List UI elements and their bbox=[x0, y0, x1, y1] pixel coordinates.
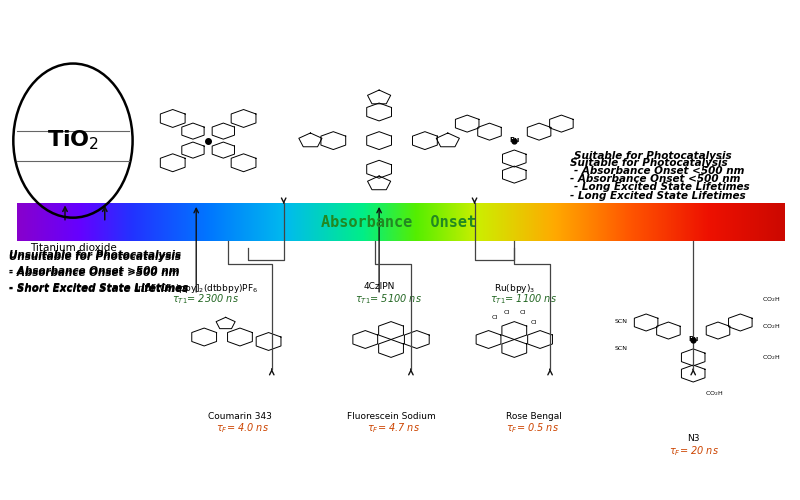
Text: CO$_2$H: CO$_2$H bbox=[706, 388, 724, 398]
Text: CO$_2$H: CO$_2$H bbox=[762, 322, 780, 330]
Text: Cl: Cl bbox=[491, 314, 498, 320]
Text: $\tau_F$= 4.7 ns: $\tau_F$= 4.7 ns bbox=[367, 422, 420, 436]
Text: Ru: Ru bbox=[509, 136, 519, 142]
Text: SCN: SCN bbox=[614, 319, 627, 324]
Text: Unsuitable for Photocatalysis
- Absorbance Onset >500 nm
- Short Excited State L: Unsuitable for Photocatalysis - Absorban… bbox=[10, 250, 189, 293]
Text: $\tau_F$= 0.5 ns: $\tau_F$= 0.5 ns bbox=[506, 422, 559, 436]
Text: $\tau_{T1}$= 1100 ns: $\tau_{T1}$= 1100 ns bbox=[490, 292, 558, 306]
Text: Cl: Cl bbox=[519, 310, 526, 314]
Text: $\tau_{T1}$= 5100 ns: $\tau_{T1}$= 5100 ns bbox=[355, 292, 422, 306]
Text: Cl: Cl bbox=[531, 320, 538, 324]
Text: SCN: SCN bbox=[614, 346, 627, 351]
Text: $\tau_F$= 4.0 ns: $\tau_F$= 4.0 ns bbox=[216, 422, 269, 436]
Text: Ir[dF(CF$_3$)ppy]$_2$(dtbbpy)PF$_6$: Ir[dF(CF$_3$)ppy]$_2$(dtbbpy)PF$_6$ bbox=[134, 282, 258, 296]
Text: CO$_2$H: CO$_2$H bbox=[762, 295, 780, 304]
Text: $\tau_F$= 20 ns: $\tau_F$= 20 ns bbox=[670, 444, 719, 458]
Text: Unsuitable for Photocatalysis
- Absorbance Onset >500 nm
- Short Excited State L: Unsuitable for Photocatalysis - Absorban… bbox=[10, 252, 189, 294]
Text: CO$_2$H: CO$_2$H bbox=[762, 353, 780, 362]
Text: Absorbance  Onset: Absorbance Onset bbox=[322, 215, 477, 230]
Text: Coumarin 343: Coumarin 343 bbox=[208, 412, 272, 420]
Text: N3: N3 bbox=[687, 434, 699, 443]
Text: Titanium dioxide: Titanium dioxide bbox=[30, 242, 116, 252]
Text: Rose Bengal: Rose Bengal bbox=[506, 412, 562, 420]
Text: 4CzIPN: 4CzIPN bbox=[363, 282, 394, 292]
Text: Cl: Cl bbox=[503, 310, 510, 314]
Text: Ru: Ru bbox=[688, 336, 698, 342]
Text: TiO$_2$: TiO$_2$ bbox=[47, 129, 99, 152]
Text: Fluorescein Sodium: Fluorescein Sodium bbox=[346, 412, 435, 420]
Text: Suitable for Photocatalysis
- Absorbance Onset <500 nm
- Long Excited State Life: Suitable for Photocatalysis - Absorbance… bbox=[570, 158, 746, 201]
Text: $\tau_{T1}$= 2300 ns: $\tau_{T1}$= 2300 ns bbox=[172, 292, 239, 306]
Text: Suitable for Photocatalysis
- Absorbance Onset <500 nm
- Long Excited State Life: Suitable for Photocatalysis - Absorbance… bbox=[574, 150, 750, 192]
Text: Ru(bpy)$_3$: Ru(bpy)$_3$ bbox=[494, 282, 535, 296]
